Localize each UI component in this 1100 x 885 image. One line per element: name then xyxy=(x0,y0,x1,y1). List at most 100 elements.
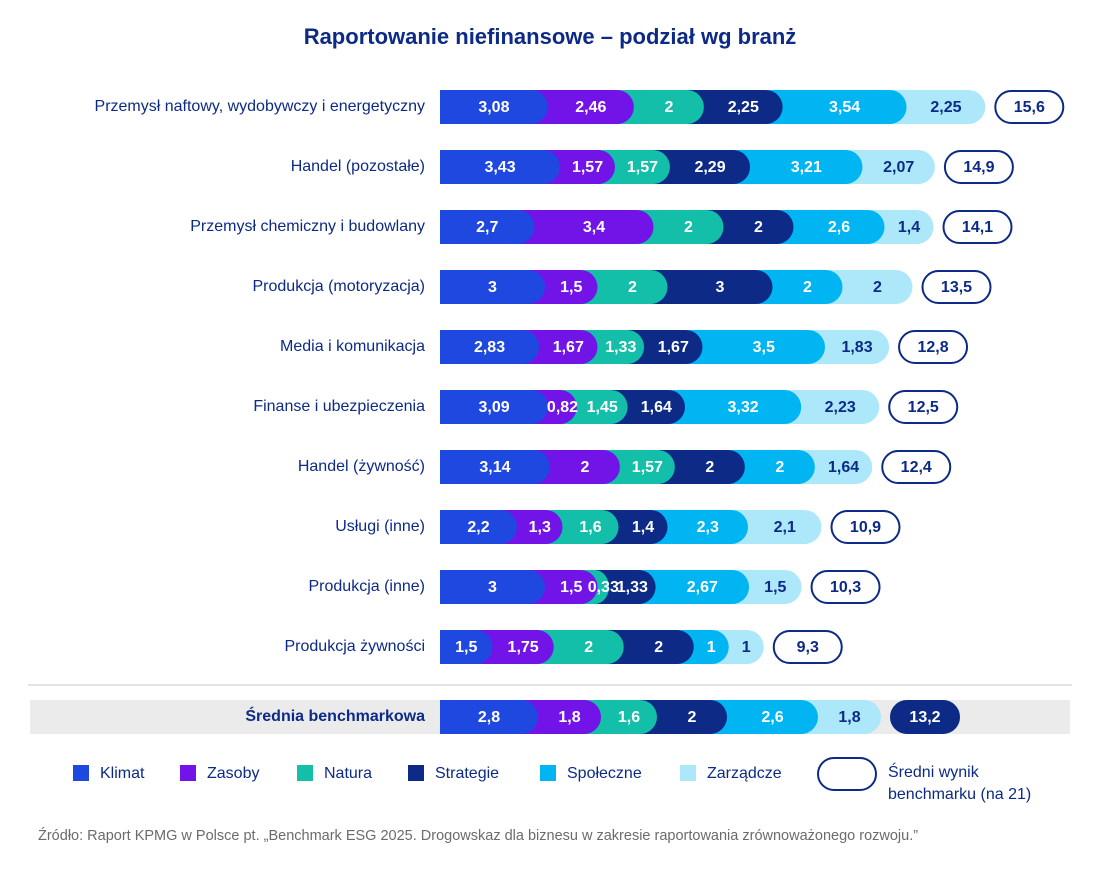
bar-segment xyxy=(598,150,670,184)
category-label: Przemysł naftowy, wydobywczy i energetyc… xyxy=(95,98,425,115)
value-label: 2,23 xyxy=(825,399,856,416)
category-label: Średnia benchmarkowa xyxy=(245,706,425,725)
bar-segment xyxy=(845,150,935,184)
bar-segment xyxy=(440,630,493,664)
value-label: 2,6 xyxy=(828,219,850,236)
value-label: 2 xyxy=(664,99,673,116)
bar-segment xyxy=(440,330,540,364)
bar-segment xyxy=(627,330,703,364)
value-label: 1,3 xyxy=(529,519,551,536)
category-label: Handel (pozostałe) xyxy=(291,158,425,175)
legend-swatch xyxy=(73,765,89,781)
value-label: 3,21 xyxy=(791,159,822,176)
total-pill xyxy=(942,210,1013,244)
value-label: 2 xyxy=(584,639,593,656)
bar-segment xyxy=(528,570,598,604)
value-label: 2 xyxy=(873,279,882,296)
value-label: 1 xyxy=(742,639,751,656)
value-label: 2 xyxy=(705,459,714,476)
bar-segment xyxy=(500,510,563,544)
value-label: 1,83 xyxy=(841,339,872,356)
bar-segment xyxy=(732,570,802,604)
value-label: 3 xyxy=(488,279,497,296)
value-label: 3,08 xyxy=(478,99,509,116)
total-pill xyxy=(810,570,881,604)
legend-label: Zarządcze xyxy=(707,765,782,782)
bar-segment xyxy=(706,210,794,244)
value-label: 2 xyxy=(580,459,589,476)
legend-swatch xyxy=(297,765,313,781)
value-label: 1,57 xyxy=(627,159,658,176)
total-label: 15,6 xyxy=(1014,99,1045,116)
total-pill xyxy=(881,450,952,484)
value-label: 3,14 xyxy=(479,459,510,476)
value-label: 2 xyxy=(775,459,784,476)
bar-segment xyxy=(686,90,783,124)
legend-swatch xyxy=(540,765,556,781)
value-label: 1,5 xyxy=(560,579,582,596)
bar-segment xyxy=(825,270,913,304)
category-label: Usługi (inne) xyxy=(335,518,425,535)
bar-segment xyxy=(440,90,548,124)
bar-segment xyxy=(440,210,535,244)
value-label: 3,54 xyxy=(829,99,860,116)
bar-segment xyxy=(808,330,890,364)
bar-segment xyxy=(440,150,561,184)
value-label: 0,82 xyxy=(547,399,578,416)
value-label: 1,64 xyxy=(641,399,672,416)
value-label: 1,45 xyxy=(587,399,618,416)
value-label: 2 xyxy=(628,279,637,296)
value-label: 3 xyxy=(488,579,497,596)
value-label: 2,7 xyxy=(476,219,498,236)
bar-segment xyxy=(733,150,863,184)
bar-segment xyxy=(602,450,675,484)
total-pill xyxy=(943,150,1014,184)
value-label: 1,67 xyxy=(553,339,584,356)
category-label: Finanse i ubezpieczenia xyxy=(253,398,425,415)
total-pill xyxy=(890,700,960,734)
legend-swatch xyxy=(817,757,877,791)
total-label: 14,1 xyxy=(962,219,993,236)
bar-segment xyxy=(616,90,704,124)
legend-label: Klimat xyxy=(100,765,145,782)
value-label: 2,25 xyxy=(728,99,759,116)
bar-segment xyxy=(580,270,668,304)
total-label: 13,2 xyxy=(909,709,940,726)
category-label: Produkcja (motoryzacja) xyxy=(253,278,426,295)
value-label: 2,83 xyxy=(474,339,505,356)
legend-swatch xyxy=(180,765,196,781)
legend-label: Strategie xyxy=(435,765,499,782)
value-label: 2,8 xyxy=(478,709,500,726)
value-label: 0,33 xyxy=(588,579,619,596)
value-label: 2,25 xyxy=(930,99,961,116)
value-label: 2 xyxy=(754,219,763,236)
value-label: 1,75 xyxy=(508,639,539,656)
total-pill xyxy=(830,510,901,544)
value-label: 3,43 xyxy=(484,159,515,176)
category-label: Przemysł chemiczny i budowlany xyxy=(190,218,425,235)
value-label: 2,07 xyxy=(883,159,914,176)
bar-segment xyxy=(528,270,598,304)
total-label: 9,3 xyxy=(797,639,819,656)
total-label: 14,9 xyxy=(963,159,994,176)
bar-segment xyxy=(440,570,545,604)
value-label: 1,4 xyxy=(632,519,654,536)
value-label: 2 xyxy=(688,709,697,726)
bar-segment xyxy=(755,270,843,304)
bar-segment xyxy=(784,390,880,424)
total-pill xyxy=(888,390,959,424)
total-label: 10,3 xyxy=(830,579,861,596)
value-label: 2,67 xyxy=(687,579,718,596)
value-label: 1,67 xyxy=(658,339,689,356)
value-label: 1,4 xyxy=(898,219,920,236)
legend-swatch xyxy=(680,765,696,781)
value-label: 1,57 xyxy=(632,459,663,476)
value-label: 3,32 xyxy=(728,399,759,416)
bar-segment xyxy=(640,700,727,734)
bar-segment xyxy=(889,90,986,124)
total-label: 12,5 xyxy=(908,399,939,416)
bar-segment xyxy=(580,330,645,364)
bar-segment xyxy=(601,510,668,544)
category-label: Handel (żywność) xyxy=(298,458,425,475)
